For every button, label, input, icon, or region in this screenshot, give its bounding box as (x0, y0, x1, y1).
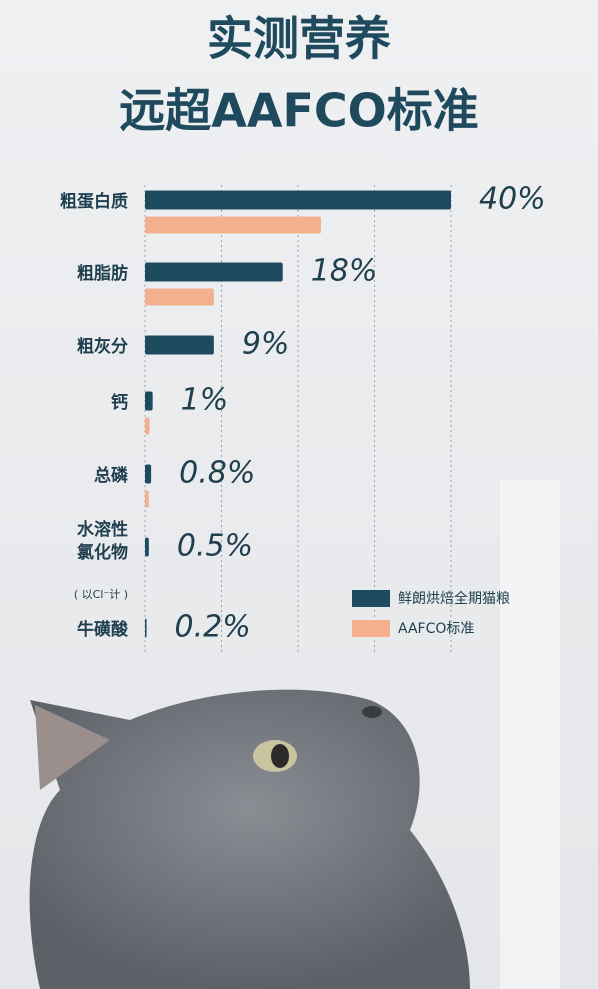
y-tick-label: 粗灰分 (77, 336, 128, 357)
bar (145, 618, 147, 638)
category-note: ( 以Cl⁻计 ) (74, 588, 128, 601)
legend-label: 鲜朗烘焙全期猫粮 (398, 590, 510, 607)
value-label: 9% (242, 327, 290, 362)
cat-photo (29, 689, 470, 989)
bar (145, 288, 214, 306)
bar (145, 335, 214, 355)
value-label: 18% (311, 254, 378, 289)
chart-title: 远超AAFCO标准 (119, 84, 479, 138)
y-tick-label: 钙 (111, 392, 128, 413)
bar (145, 190, 451, 210)
bar (145, 216, 321, 234)
bar (145, 391, 153, 411)
legend-swatch (352, 590, 390, 607)
y-tick-label: 氯化物 (77, 542, 128, 563)
value-label: 0.2% (175, 610, 251, 645)
value-label: 0.8% (179, 456, 255, 491)
legend-swatch (352, 620, 390, 637)
bar (145, 537, 149, 557)
chart-title: 实测营养 (207, 12, 391, 66)
value-label: 0.5% (177, 529, 253, 564)
y-tick-label: 牛磺酸 (77, 619, 129, 640)
value-label: 40% (479, 182, 546, 217)
y-tick-label: 总磷 (94, 465, 129, 486)
y-tick-label: 水溶性 (77, 519, 128, 540)
backdrop (500, 480, 560, 989)
y-tick-label: 粗蛋白质 (60, 191, 128, 212)
bar (145, 262, 283, 282)
bar (145, 464, 152, 484)
legend-label: AAFCO标准 (398, 621, 474, 637)
bar (145, 490, 149, 508)
y-tick-label: 粗脂肪 (77, 263, 128, 284)
value-label: 1% (181, 383, 229, 418)
bar (145, 417, 150, 435)
